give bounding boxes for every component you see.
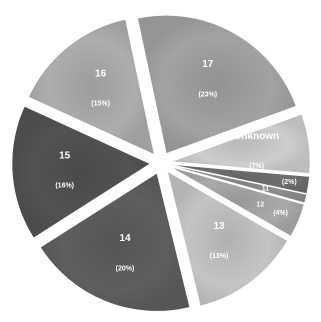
pie-slice-shade [171, 164, 310, 194]
slice-percent-label: (4%) [273, 210, 288, 217]
pie-slice-shade [28, 19, 155, 155]
slice-percent-label: (2%) [282, 179, 297, 186]
slice-percent-label: (23%) [198, 91, 217, 98]
slice-label-13: 13 [213, 221, 225, 232]
slice-label-15: 15 [59, 150, 71, 161]
pie-slice-shade [137, 15, 297, 154]
slice-label-14: 14 [119, 233, 131, 244]
pie-slice-shade [171, 165, 307, 203]
pie-slices [11, 15, 311, 312]
slice-label-12: 12 [256, 201, 264, 208]
pie-slice-shade [167, 171, 288, 306]
pie-labels: Unknown (7%) (2%) 11 12 (4%) 13 (13%) 14 (20%) 15 (… [55, 59, 296, 272]
slice-label-unknown: Unknown [234, 131, 279, 142]
slice-label-17: 17 [202, 59, 214, 70]
pie-slice-shade [12, 106, 151, 238]
pie-slice-shade [40, 173, 190, 312]
slice-label-16: 16 [95, 68, 107, 79]
slice-percent-label: (20%) [116, 265, 135, 272]
slice-percent-label: (15%) [91, 101, 110, 108]
slice-percent-label: (16%) [55, 183, 74, 190]
pie-slice-shade [171, 114, 310, 174]
pie-slice-shade [171, 167, 305, 237]
slice-percent-label: (7%) [249, 163, 264, 170]
slice-label-11: 11 [262, 186, 270, 193]
slice-percent-label: (13%) [210, 253, 229, 260]
